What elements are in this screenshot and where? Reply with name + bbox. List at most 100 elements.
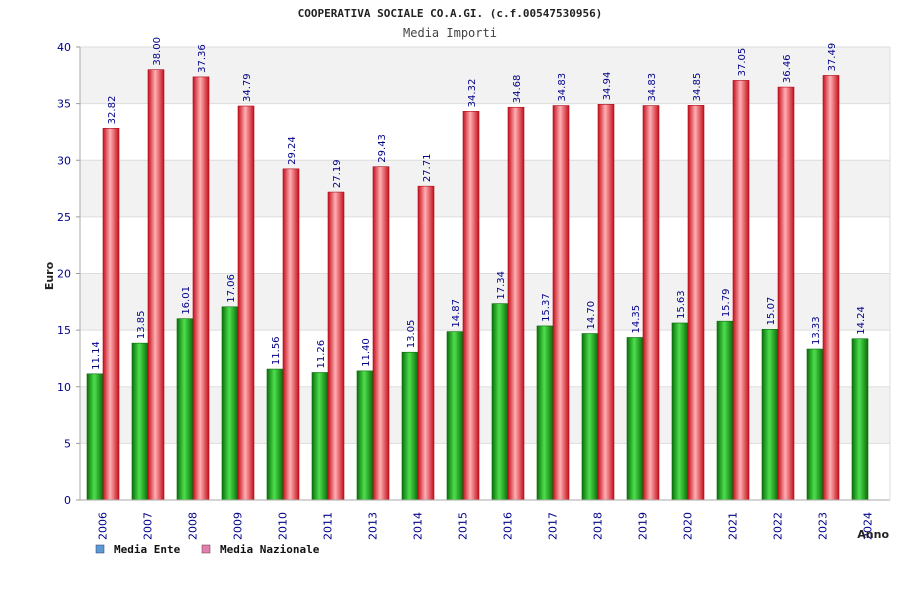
data-label: 14.35 bbox=[631, 305, 642, 334]
bar-media-nazionale-2008 bbox=[192, 76, 210, 501]
data-label: 15.79 bbox=[721, 289, 732, 318]
grid-band bbox=[80, 160, 890, 217]
x-tick-label: 2018 bbox=[592, 512, 605, 540]
bar-media-nazionale-2018 bbox=[597, 104, 615, 501]
data-label: 15.63 bbox=[676, 290, 687, 319]
data-label: 37.49 bbox=[827, 43, 838, 72]
bar-media-ente-2016 bbox=[491, 303, 509, 501]
x-tick-label: 2016 bbox=[502, 512, 515, 540]
bar-media-ente-2021 bbox=[716, 320, 734, 501]
bar-media-nazionale-2015 bbox=[462, 111, 480, 501]
x-tick-label: 2008 bbox=[187, 512, 200, 540]
legend-swatch-media-ente bbox=[95, 544, 105, 554]
data-label: 14.70 bbox=[586, 301, 597, 330]
grid-band bbox=[80, 443, 890, 500]
chart-title: COOPERATIVA SOCIALE CO.A.GI. (c.f.005475… bbox=[298, 7, 603, 20]
y-tick-label: 35 bbox=[57, 98, 71, 111]
bar-media-nazionale-2010 bbox=[282, 168, 300, 501]
x-tick-label: 2007 bbox=[142, 512, 155, 540]
bar-media-ente-2024 bbox=[851, 338, 869, 501]
data-label: 13.85 bbox=[136, 311, 147, 340]
bar-media-ente-2018 bbox=[581, 333, 599, 501]
bar-media-nazionale-2019 bbox=[642, 105, 660, 501]
bar-media-nazionale-2023 bbox=[822, 75, 840, 501]
bar-media-nazionale-2006 bbox=[102, 128, 120, 501]
data-label: 34.79 bbox=[242, 73, 253, 102]
bar-media-nazionale-2009 bbox=[237, 105, 255, 501]
x-tick-label: 2019 bbox=[637, 512, 650, 540]
bar-media-nazionale-2021 bbox=[732, 80, 750, 501]
data-label: 14.87 bbox=[451, 299, 462, 328]
y-tick-label: 25 bbox=[57, 211, 71, 224]
data-label: 13.05 bbox=[406, 320, 417, 349]
bar-media-nazionale-2020 bbox=[687, 105, 705, 501]
y-tick-label: 10 bbox=[57, 381, 71, 394]
x-tick-label: 2013 bbox=[367, 512, 380, 540]
data-label: 17.06 bbox=[226, 274, 237, 303]
axes-layer: 0 5 10 15 20 25 30 35 40 2006 2007 2008 2009 2010 2011… bbox=[57, 41, 891, 540]
grid-band bbox=[80, 216, 890, 274]
bar-media-ente-2014 bbox=[401, 351, 419, 501]
y-tick-label: 15 bbox=[57, 324, 71, 337]
x-tick-label: 2009 bbox=[232, 512, 245, 540]
bar-media-ente-2008 bbox=[176, 318, 194, 501]
data-label: 38.00 bbox=[152, 37, 163, 66]
data-label: 11.14 bbox=[91, 341, 102, 370]
data-label: 34.85 bbox=[692, 73, 703, 102]
y-tick-label: 40 bbox=[57, 41, 71, 54]
x-tick-label: 2023 bbox=[817, 512, 830, 540]
data-label: 15.07 bbox=[766, 297, 777, 326]
data-label: 11.26 bbox=[316, 340, 327, 369]
grid-band bbox=[80, 273, 890, 331]
data-label: 13.33 bbox=[811, 316, 822, 345]
grid-band bbox=[80, 47, 890, 104]
data-label: 37.05 bbox=[737, 48, 748, 77]
grid-band bbox=[80, 386, 890, 444]
grid-band bbox=[80, 330, 890, 387]
bar-media-nazionale-2007 bbox=[147, 69, 165, 501]
data-label: 11.40 bbox=[361, 338, 372, 367]
data-label: 14.24 bbox=[856, 306, 867, 335]
data-label: 17.34 bbox=[496, 271, 507, 300]
x-tick-label: 2010 bbox=[277, 512, 290, 540]
bar-media-nazionale-2017 bbox=[552, 105, 570, 501]
bar-media-ente-2006 bbox=[86, 373, 104, 501]
x-tick-label: 2015 bbox=[457, 512, 470, 540]
bar-media-ente-2010 bbox=[266, 368, 284, 501]
x-tick-label: 2017 bbox=[547, 512, 560, 540]
y-tick-label: 5 bbox=[64, 437, 71, 450]
legend-label-media-ente: Media Ente bbox=[114, 543, 181, 556]
data-label: 16.01 bbox=[181, 286, 192, 315]
data-labels-layer: 11.14 32.82 13.85 38.00 16.01 37.36 17.06 34.79… bbox=[91, 37, 867, 370]
data-label: 34.68 bbox=[512, 75, 523, 104]
bar-media-ente-2019 bbox=[626, 337, 644, 501]
data-label: 36.46 bbox=[782, 54, 793, 83]
bar-media-ente-2013 bbox=[356, 370, 374, 501]
grid-band bbox=[80, 103, 890, 161]
y-tick-label: 30 bbox=[57, 154, 71, 167]
legend-swatch-media-nazionale bbox=[201, 544, 211, 554]
legend-label-media-nazionale: Media Nazionale bbox=[220, 543, 320, 556]
data-label: 27.19 bbox=[332, 159, 343, 188]
x-tick-label: 2011 bbox=[322, 512, 335, 540]
data-label: 29.43 bbox=[377, 134, 388, 163]
data-label: 15.37 bbox=[541, 293, 552, 322]
data-label: 34.94 bbox=[602, 72, 613, 101]
x-tick-label: 2014 bbox=[412, 512, 425, 540]
data-label: 34.83 bbox=[557, 73, 568, 102]
y-tick-label: 0 bbox=[64, 494, 71, 507]
x-tick-label: 2022 bbox=[772, 512, 785, 540]
bar-media-nazionale-2014 bbox=[417, 185, 435, 501]
y-axis-label: Euro bbox=[43, 261, 56, 290]
legend: Media Ente Media Nazionale bbox=[95, 543, 320, 556]
bar-media-ente-2017 bbox=[536, 325, 554, 501]
bar-media-nazionale-2013 bbox=[372, 166, 390, 501]
y-tick-label: 20 bbox=[57, 268, 71, 281]
data-label: 27.71 bbox=[422, 154, 433, 183]
data-label: 37.36 bbox=[197, 44, 208, 73]
data-label: 11.56 bbox=[271, 336, 282, 365]
bar-media-nazionale-2011 bbox=[327, 191, 345, 501]
bar-media-ente-2009 bbox=[221, 306, 239, 501]
x-axis-label: Anno bbox=[857, 528, 889, 541]
